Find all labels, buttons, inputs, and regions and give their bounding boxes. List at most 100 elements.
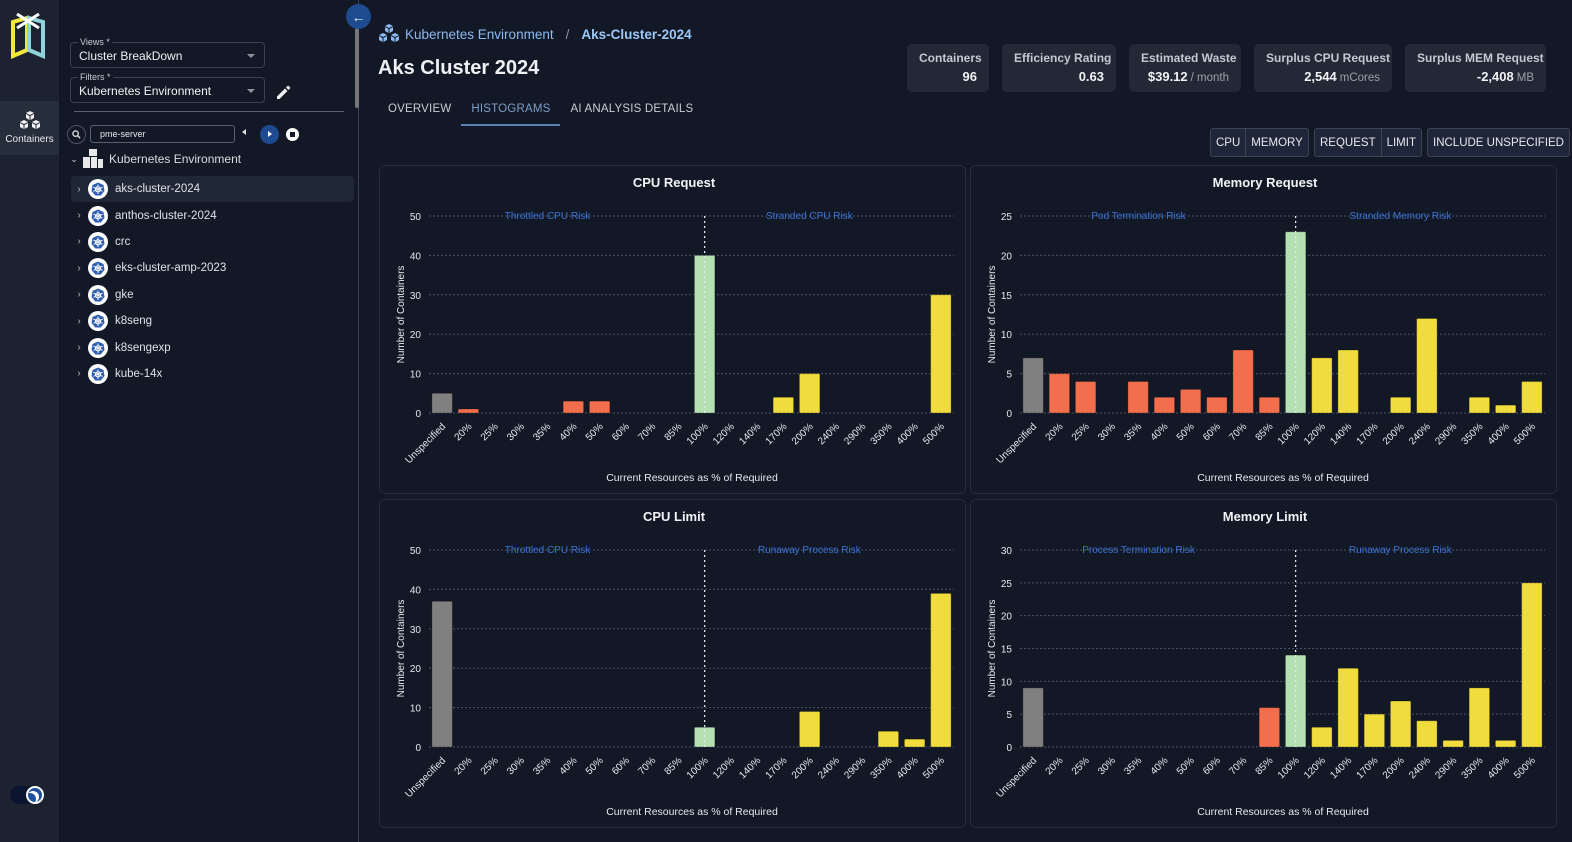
- rail-item-containers[interactable]: Containers: [0, 101, 59, 155]
- x-tick-label: 400%: [895, 421, 921, 447]
- edit-filter-pencil-icon[interactable]: [274, 82, 294, 102]
- stop-search-button[interactable]: [286, 128, 299, 141]
- histogram-bar[interactable]: [588, 400, 611, 414]
- x-tick-label: 100%: [1276, 421, 1302, 447]
- histogram-bar[interactable]: [1311, 726, 1333, 748]
- left-risk-annotation: Pod Termination Risk: [1091, 211, 1186, 222]
- include-unspecified-button[interactable]: INCLUDE UNSPECIFIED: [1433, 136, 1564, 149]
- y-tick-label: 25: [1001, 579, 1013, 590]
- y-tick-label: 40: [410, 251, 422, 262]
- histogram-bar[interactable]: [1153, 396, 1176, 414]
- chevron-right-icon[interactable]: ›: [77, 183, 81, 195]
- histogram-bar[interactable]: [562, 400, 585, 414]
- histogram-bar[interactable]: [930, 294, 952, 414]
- histogram-bar[interactable]: [798, 711, 821, 748]
- histogram-bar[interactable]: [1416, 720, 1438, 748]
- limit-toggle-button[interactable]: LIMIT: [1380, 129, 1421, 156]
- tree-item-label: aks-cluster-2024: [115, 183, 201, 196]
- histogram-bar[interactable]: [1494, 404, 1517, 414]
- histogram-bar[interactable]: [1179, 388, 1202, 414]
- tab-overview[interactable]: OVERVIEW: [388, 103, 452, 115]
- tree-item[interactable]: › anthos-cluster-2024: [71, 202, 354, 228]
- histogram-bar[interactable]: [1442, 739, 1464, 748]
- tab-ai-analysis-details[interactable]: AI ANALYSIS DETAILS: [570, 103, 694, 115]
- histogram-bar[interactable]: [1022, 357, 1044, 414]
- x-tick-label: 60%: [1201, 421, 1223, 443]
- memory-toggle-button[interactable]: MEMORY: [1245, 129, 1308, 156]
- histogram-bar[interactable]: [1389, 396, 1412, 414]
- histogram-bar[interactable]: [903, 738, 926, 748]
- chevron-right-icon[interactable]: ›: [77, 342, 81, 354]
- histogram-bar[interactable]: [1416, 317, 1438, 414]
- filters-value: Kubernetes Environment: [79, 84, 212, 98]
- search-button[interactable]: [67, 125, 86, 144]
- cpu-toggle-button[interactable]: CPU: [1216, 136, 1241, 149]
- y-tick-label: 30: [1001, 546, 1013, 557]
- tree-item[interactable]: › k8seng: [71, 308, 354, 334]
- histogram-bar[interactable]: [1127, 380, 1149, 414]
- histogram-bar[interactable]: [1521, 380, 1543, 414]
- histogram-bar[interactable]: [1258, 396, 1281, 414]
- histogram-bar[interactable]: [1494, 739, 1517, 748]
- histogram-bar[interactable]: [1048, 373, 1071, 414]
- tab-histograms[interactable]: HISTOGRAMS: [461, 98, 561, 126]
- tree-item[interactable]: › k8sengexp: [71, 334, 354, 360]
- breadcrumb-environment[interactable]: Kubernetes Environment: [405, 26, 554, 42]
- right-risk-annotation: Stranded CPU Risk: [766, 211, 854, 222]
- histogram-bar[interactable]: [1232, 349, 1254, 414]
- views-select[interactable]: Views * Cluster BreakDown: [70, 37, 265, 68]
- x-tick-label: 70%: [636, 755, 658, 777]
- histogram-bar[interactable]: [1468, 396, 1491, 414]
- tree-item[interactable]: › gke: [71, 282, 354, 308]
- tree-search-input[interactable]: [90, 125, 235, 143]
- histogram-bar[interactable]: [693, 254, 716, 414]
- histogram-bar[interactable]: [1337, 667, 1359, 748]
- previous-match-button[interactable]: [242, 129, 246, 135]
- chevron-down-icon[interactable]: ⌄: [70, 153, 78, 164]
- kubernetes-icon: [88, 258, 108, 279]
- histogram-bar[interactable]: [1468, 687, 1491, 748]
- histogram-bar[interactable]: [1389, 700, 1412, 748]
- x-tick-label: 35%: [1122, 421, 1144, 443]
- histogram-bar[interactable]: [1311, 357, 1333, 414]
- histogram-bar[interactable]: [1022, 687, 1044, 748]
- tree-root[interactable]: ⌄ Kubernetes Environment: [67, 149, 241, 168]
- breadcrumb-cluster[interactable]: Aks-Cluster-2024: [581, 26, 692, 42]
- histogram-bar[interactable]: [1074, 380, 1097, 414]
- histogram-bar[interactable]: [457, 408, 480, 414]
- chevron-right-icon[interactable]: ›: [77, 368, 81, 380]
- app-logo[interactable]: [9, 12, 47, 60]
- histogram-bar[interactable]: [772, 396, 795, 414]
- tree-item-label: kube-14x: [115, 367, 163, 380]
- chevron-right-icon[interactable]: ›: [77, 315, 81, 327]
- histogram-bar[interactable]: [877, 730, 900, 748]
- chevron-right-icon[interactable]: ›: [77, 262, 81, 274]
- next-match-button[interactable]: [260, 125, 279, 144]
- histogram-bar[interactable]: [798, 373, 821, 414]
- histogram-bar[interactable]: [1521, 582, 1543, 748]
- kubernetes-icon: [88, 337, 108, 358]
- theme-toggle[interactable]: [10, 786, 44, 804]
- tree-item[interactable]: › kube-14x: [71, 361, 354, 387]
- request-toggle-button[interactable]: REQUEST: [1320, 136, 1376, 149]
- tree-item[interactable]: › crc: [71, 229, 354, 255]
- stat-title: Surplus CPU Request: [1266, 51, 1391, 65]
- filters-select[interactable]: Filters * Kubernetes Environment: [70, 72, 265, 103]
- chevron-right-icon[interactable]: ›: [77, 236, 81, 248]
- histogram-bar[interactable]: [1363, 713, 1386, 748]
- histogram-bar[interactable]: [930, 592, 952, 748]
- histogram-bar[interactable]: [1337, 349, 1359, 414]
- histogram-bar[interactable]: [431, 600, 453, 748]
- tree-item[interactable]: › aks-cluster-2024: [71, 176, 354, 203]
- chevron-right-icon[interactable]: ›: [77, 210, 81, 222]
- x-tick-label: 40%: [1149, 421, 1171, 443]
- histogram-bar[interactable]: [1258, 707, 1281, 748]
- collapse-panel-button[interactable]: ←: [346, 4, 371, 29]
- x-tick-label: 290%: [1433, 421, 1459, 447]
- chevron-right-icon[interactable]: ›: [77, 289, 81, 301]
- y-tick-label: 20: [410, 330, 422, 341]
- histogram-bar[interactable]: [1206, 396, 1228, 414]
- tree-item[interactable]: › eks-cluster-amp-2023: [71, 255, 354, 281]
- histogram-bar[interactable]: [431, 392, 453, 414]
- panel-scrollbar[interactable]: [355, 28, 359, 108]
